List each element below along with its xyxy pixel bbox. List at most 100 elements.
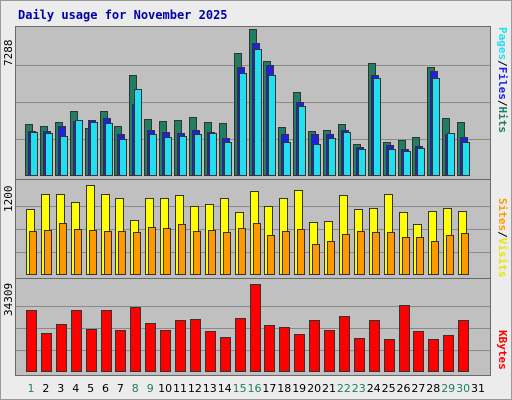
- pages-bar: [387, 148, 396, 176]
- sites-bar: [148, 227, 157, 275]
- day-label: 6: [102, 382, 109, 395]
- sites-bar: [282, 230, 291, 275]
- day-label: 21: [322, 382, 336, 395]
- pages-bar: [89, 122, 98, 176]
- chart-title: Daily usage for November 2025: [18, 8, 228, 22]
- day-label: 23: [351, 382, 366, 395]
- day-label: 1: [27, 382, 35, 395]
- pages-bar: [223, 142, 232, 176]
- pages-bar: [462, 142, 471, 176]
- pages-bar: [447, 133, 456, 176]
- day-label: 2: [42, 382, 50, 395]
- sites-bar: [207, 229, 216, 275]
- legend-hits: Hits: [496, 106, 509, 134]
- day-label: 26: [396, 382, 411, 395]
- mid-series-legend: Sites/Visits: [496, 198, 509, 278]
- top-series-legend: Pages/Files/Hits: [496, 27, 509, 133]
- pages-bar: [134, 88, 143, 176]
- sites-bar: [267, 235, 276, 275]
- kbytes-bar: [145, 323, 157, 372]
- top-axis-max: 7288: [2, 39, 15, 67]
- kbytes-bar: [368, 320, 380, 372]
- sites-bar: [43, 229, 52, 275]
- kbytes-bar: [249, 284, 261, 372]
- legend-sep-2: /: [496, 99, 509, 107]
- kbytes-bar: [130, 307, 142, 372]
- kbytes-bar: [55, 323, 67, 372]
- kbytes-bar: [264, 324, 276, 372]
- sites-bar: [133, 232, 142, 275]
- kbytes-bar: [26, 310, 37, 372]
- sites-bar: [88, 229, 97, 275]
- kbytes-bar: [70, 310, 82, 372]
- pages-bar: [268, 75, 277, 176]
- day-label: 30: [456, 382, 471, 395]
- pages-bar: [104, 123, 113, 176]
- sites-bar: [178, 224, 186, 275]
- kbytes-bar: [204, 331, 216, 372]
- kbytes-bar: [160, 330, 172, 372]
- pages-bar: [149, 134, 158, 176]
- legend-sep-1: /: [496, 60, 509, 67]
- sites-bar: [118, 231, 127, 275]
- day-label: 5: [87, 382, 95, 395]
- legend-visits: Visits: [496, 237, 509, 278]
- day-label: 25: [381, 382, 396, 395]
- kbytes-bar: [353, 338, 365, 372]
- kbytes-bar: [413, 331, 425, 372]
- sites-bar: [341, 233, 350, 275]
- kbytes-bar: [234, 317, 246, 372]
- sites-bar: [327, 241, 335, 275]
- legend-pages: Pages: [496, 27, 509, 61]
- sites-bar: [222, 232, 231, 275]
- day-label: 8: [131, 382, 139, 395]
- sites-bar: [416, 236, 425, 275]
- pages-bar: [74, 120, 83, 176]
- sites-bar: [192, 231, 201, 275]
- sites-bar: [461, 232, 470, 275]
- kbytes-bar: [338, 315, 350, 372]
- pages-bar: [283, 142, 292, 176]
- kbytes-bar: [100, 310, 112, 372]
- kbytes-bar: [189, 319, 201, 372]
- sites-bar: [356, 230, 365, 275]
- pages-bar: [432, 77, 441, 176]
- sites-bar: [431, 241, 440, 275]
- pages-bar: [30, 132, 38, 176]
- day-label: 15: [232, 382, 247, 395]
- bot-axis-max: 34309: [2, 282, 15, 316]
- kbytes-bar: [175, 320, 186, 372]
- day-label: 3: [57, 382, 65, 395]
- day-label: 29: [441, 382, 456, 395]
- kbytes-bar: [458, 320, 470, 372]
- sites-bar: [103, 230, 112, 275]
- kbytes-bar: [85, 328, 97, 372]
- pages-bar: [119, 139, 128, 176]
- day-label: 13: [202, 382, 217, 395]
- kbytes-bar: [294, 334, 306, 372]
- day-label: 11: [173, 382, 187, 395]
- legend-kbytes: KBytes: [496, 330, 509, 370]
- day-label: 22: [336, 382, 351, 395]
- pages-bar: [357, 148, 366, 176]
- day-label: 9: [146, 382, 154, 395]
- legend-files: Files: [496, 66, 509, 100]
- kbytes-bar: [40, 333, 52, 372]
- bot-series-legend: KBytes: [496, 330, 509, 370]
- sites-bar: [252, 222, 261, 275]
- day-label: 27: [411, 382, 426, 395]
- pages-bar: [372, 77, 381, 176]
- day-label: 28: [426, 382, 441, 395]
- kbytes-bar: [428, 338, 440, 372]
- kbytes-bar: [115, 330, 127, 372]
- pages-bar: [44, 133, 53, 176]
- kbytes-bar: [279, 326, 291, 372]
- day-label: 31: [471, 382, 485, 395]
- kbytes-bar: [443, 334, 455, 372]
- day-label: 20: [307, 382, 322, 395]
- sites-bar: [73, 229, 82, 275]
- sites-bar: [29, 230, 37, 275]
- day-label: 12: [187, 382, 202, 395]
- day-label: 7: [116, 382, 124, 395]
- day-label: 19: [292, 382, 307, 395]
